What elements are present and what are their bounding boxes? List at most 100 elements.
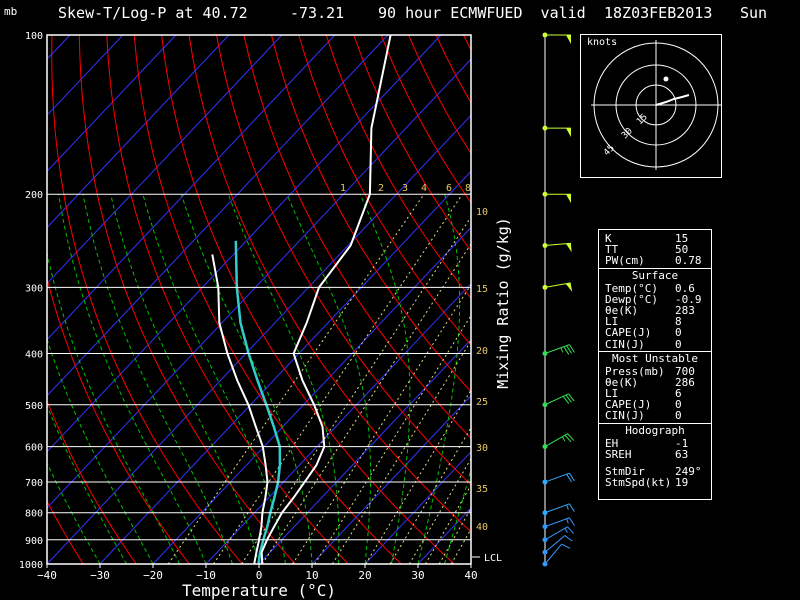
dry-adiabat: [0, 35, 37, 575]
wind-barb-staff: [544, 526, 568, 541]
mixing-ratio-tick: 30: [476, 443, 488, 454]
index-label: θe(K): [605, 303, 639, 317]
index-row: LI 8: [599, 316, 711, 327]
x-axis-label: Temperature (°C): [182, 581, 336, 600]
wind-barb-feather: [567, 433, 575, 441]
wind-barb-staff: [544, 503, 570, 514]
index-label: CAPE(J): [605, 326, 652, 340]
wind-barb-staff: [544, 517, 570, 528]
index-row: StmSpd(kt) 19: [599, 477, 711, 488]
index-row: EH -1: [599, 436, 711, 450]
wind-barb-flag: [565, 282, 573, 292]
index-row: PW(cm) 0.78: [599, 255, 711, 266]
wind-barb-feather: [569, 344, 575, 353]
wind-barb-feather: [564, 434, 572, 443]
isotherm: [205, 282, 471, 564]
moist-adiabat: [47, 461, 101, 564]
title-weekday: Sun: [740, 4, 768, 22]
x-tick-label: 10: [305, 569, 318, 582]
mixing-ratio-tick: 15: [476, 284, 488, 295]
index-label: StmDir: [605, 465, 645, 478]
moist-adiabat: [47, 404, 127, 564]
dry-adiabat: [298, 35, 471, 346]
wind-barb-half-feather: [566, 504, 569, 510]
mixing-ratio-tick: 10: [476, 207, 488, 218]
title-longitude: -73.21: [290, 4, 345, 22]
index-value: 283: [675, 303, 695, 317]
x-tick-label: −30: [90, 569, 110, 582]
index-row: θe(K) 283: [599, 305, 711, 316]
dry-adiabat: [243, 35, 471, 440]
wind-barb: [542, 393, 575, 408]
index-section-title: Most Unstable: [599, 350, 711, 366]
moist-adiabat: [47, 251, 180, 564]
mixing-ratio-tick: 35: [476, 484, 488, 495]
dry-adiabat: [47, 500, 84, 564]
index-row: StmDir 249°: [599, 466, 711, 477]
wind-barb-flag: [565, 243, 572, 253]
dewpoint-line: [211, 254, 269, 564]
wind-barb: [542, 32, 571, 44]
wind-barb: [542, 191, 571, 204]
isotherm: [364, 451, 471, 564]
index-value: 0: [675, 326, 682, 340]
hodograph-units: knots: [587, 37, 618, 48]
wind-barb-feather: [561, 543, 571, 549]
index-label: Press(mb): [605, 364, 665, 378]
wind-barb-feather: [565, 394, 572, 403]
wind-barb-staff: [544, 282, 571, 288]
wind-barb-staff: [544, 543, 563, 565]
pressure-tick-label: 200: [25, 190, 43, 201]
index-label: LI: [605, 315, 619, 329]
isotherm: [311, 395, 471, 564]
pressure-tick-label: 700: [25, 478, 43, 489]
index-row: CIN(J) 0: [599, 410, 711, 421]
wind-barb: [542, 517, 575, 530]
mixing-ratio-tick: 1: [340, 183, 346, 194]
moist-adiabat: [359, 193, 411, 564]
mixing-ratio-tick: 8: [465, 183, 471, 194]
index-value: 0.6: [675, 281, 695, 295]
dry-adiabat: [353, 35, 471, 252]
x-tick-label: 30: [411, 569, 424, 582]
mixing-ratio-line: [213, 193, 463, 564]
index-row: Temp(°C) 0.6: [599, 281, 711, 295]
dry-adiabat: [216, 35, 471, 486]
wind-barb: [542, 543, 571, 567]
mixing-ratio-line: [241, 216, 471, 564]
hodograph-trace: [655, 94, 690, 106]
isotherm: [47, 35, 124, 117]
index-row: SREH 63: [599, 449, 711, 460]
mixing-ratio-line: [261, 243, 471, 564]
lcl-label: LCL: [484, 553, 502, 564]
hodograph-storm-motion: [663, 76, 669, 82]
pressure-tick-label: 100: [25, 31, 43, 42]
hodograph-panel: knots 15 30 45: [580, 34, 722, 178]
dry-adiabat: [188, 35, 471, 533]
index-row: CAPE(J) 0: [599, 399, 711, 410]
index-label: SREH: [605, 447, 632, 461]
wind-barb: [542, 282, 573, 292]
wind-barb-feather: [566, 345, 572, 354]
index-row: Press(mb) 700: [599, 364, 711, 378]
wind-barb: [542, 472, 575, 485]
index-value: -1: [675, 436, 689, 450]
index-value: 6: [675, 387, 682, 401]
mixing-ratio-axis-label: Mixing Ratio (g/kg): [494, 217, 512, 389]
index-row: K 15: [599, 233, 711, 244]
wetbulb-line: [234, 240, 282, 564]
wind-barb-flag: [566, 194, 571, 204]
index-value: 0: [675, 409, 682, 423]
wind-barb-half-feather: [564, 528, 568, 533]
dry-adiabat: [325, 35, 471, 299]
wind-barb-staff: [544, 472, 570, 483]
index-value: 50: [675, 243, 689, 257]
wind-barb: [542, 125, 571, 138]
x-tick-label: 20: [358, 569, 371, 582]
wind-barb-half-feather: [566, 518, 569, 524]
index-section-title: Surface: [599, 267, 711, 283]
index-label: StmSpd(kt): [605, 476, 672, 490]
moist-adiabat: [180, 194, 313, 564]
isotherm: [47, 35, 230, 229]
